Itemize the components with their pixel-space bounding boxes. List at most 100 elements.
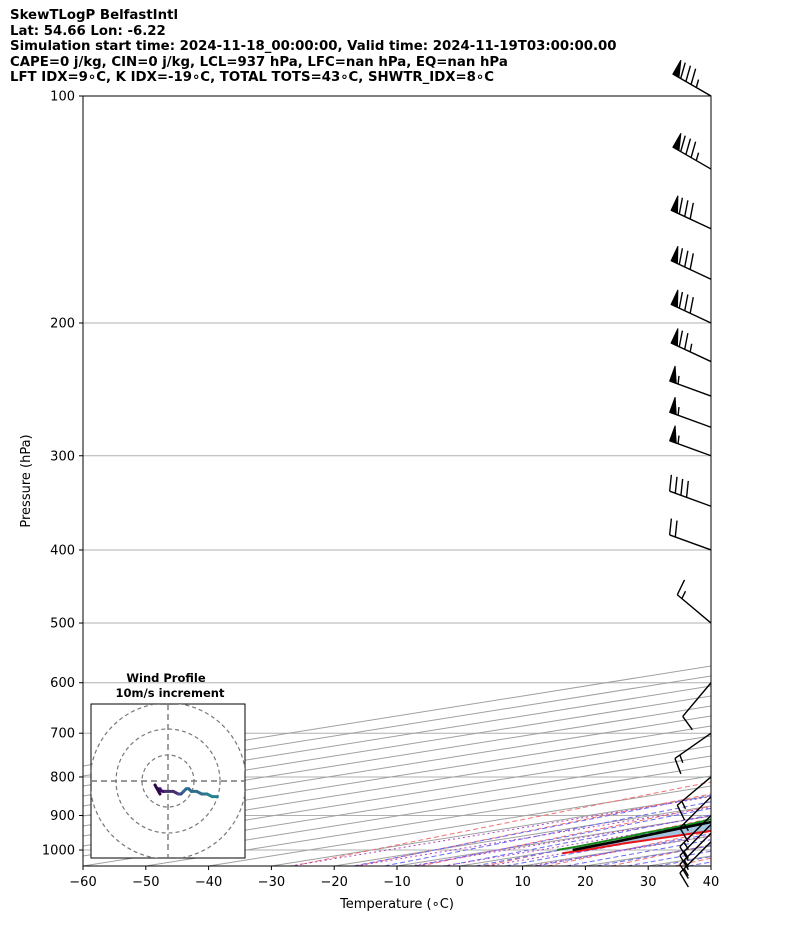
wind-barb — [670, 328, 712, 363]
isotherm-line — [710, 865, 711, 866]
dry-adiabat — [420, 805, 711, 866]
x-tick-label: −20 — [320, 875, 347, 890]
wind-barb-flag — [669, 425, 677, 444]
y-tick-label: 400 — [50, 543, 75, 558]
wind-barb-full — [678, 248, 684, 265]
wind-barb-full — [668, 518, 673, 535]
wind-barb — [670, 289, 712, 324]
wind-barb — [682, 682, 712, 731]
y-tick-label: 500 — [50, 617, 75, 632]
wind-barb-full — [676, 804, 686, 821]
isotherm-line — [271, 795, 711, 866]
x-tick-label: −30 — [258, 875, 285, 890]
wind-barb — [670, 195, 712, 230]
wind-barb — [669, 365, 712, 397]
location-line: Lat: 54.66 Lon: -6.22 — [10, 23, 166, 39]
dry-adiabat — [356, 793, 711, 866]
isotherm-grid — [83, 665, 711, 866]
isotherm-line — [83, 685, 711, 787]
wind-barb-shaft — [682, 682, 712, 717]
wind-barb-flag — [672, 59, 682, 79]
wind-barb-full — [685, 480, 689, 498]
x-tick-label: −50 — [132, 875, 159, 890]
wind-barb — [670, 245, 712, 280]
wind-barb-full — [674, 476, 678, 494]
wind-barb-full — [680, 135, 686, 152]
x-tick-label: 30 — [640, 875, 657, 890]
isotherm-line — [585, 845, 711, 866]
isotherm-line — [396, 815, 711, 866]
wind-barb-shaft — [679, 815, 712, 848]
moist-adiabats — [353, 794, 711, 866]
wind-barb-flag — [670, 289, 679, 309]
mixing-ratio-line — [355, 806, 711, 866]
wind-barb-full — [680, 62, 686, 79]
wind-barb-full — [685, 65, 692, 82]
y-tick-label: 100 — [50, 90, 75, 105]
wind-barb-shaft — [676, 594, 712, 624]
wind-barb-half — [695, 152, 700, 161]
wind-barb-flag — [670, 245, 679, 265]
moist-adiabat — [475, 820, 711, 866]
wind-barb-half — [683, 823, 689, 832]
dry-adiabat — [674, 857, 711, 866]
isotherm-line — [83, 705, 711, 807]
wind-barb — [672, 59, 712, 97]
isotherm-line — [334, 805, 711, 866]
wind-barb-full — [685, 138, 692, 155]
parcel-path-line — [572, 820, 711, 852]
wind-barb-full — [679, 855, 689, 871]
isotherm-line — [83, 725, 711, 827]
x-tick-label: −10 — [383, 875, 410, 890]
wind-barb-full — [684, 250, 689, 268]
wind-barb-full — [676, 579, 686, 596]
y-tick-label: 300 — [50, 449, 75, 464]
wind-barb-full — [668, 474, 673, 492]
isotherm-line — [83, 675, 711, 777]
y-tick-label: 800 — [50, 770, 75, 785]
wind-barb-full — [684, 294, 689, 311]
time-line: Simulation start time: 2024-11-18_00:00:… — [10, 39, 617, 55]
hodograph-subtitle: 10m/s increment — [116, 686, 225, 700]
wind-barb-full — [690, 141, 697, 158]
x-tick-label: −60 — [69, 875, 96, 890]
isotherm-line — [208, 785, 711, 866]
wind-barb — [674, 732, 712, 775]
x-tick-label: 40 — [703, 875, 720, 890]
wind-barb-full — [689, 296, 694, 314]
wind-barb-flag — [670, 328, 679, 347]
wind-barb-flag — [669, 365, 677, 385]
isotherm-line — [459, 825, 711, 866]
wind-barb-full — [679, 863, 689, 879]
wind-barb-shaft — [679, 823, 712, 857]
dry-adiabat — [611, 844, 711, 866]
wind-barb — [668, 474, 712, 507]
cape-line: CAPE=0 j/kg, CIN=0 j/kg, LCL=937 hPa, LF… — [10, 54, 508, 70]
wind-barb-half — [683, 868, 689, 877]
moist-adiabat — [505, 827, 711, 866]
index-line: LFT IDX=9∘C, K IDX=-19∘C, TOTAL TOTS=43∘… — [10, 70, 495, 86]
wind-barb-shaft — [669, 490, 712, 507]
wind-barb-shaft — [676, 776, 712, 806]
wind-barb — [676, 579, 712, 624]
mixing-ratio-lines — [290, 796, 711, 866]
wind-barb-full — [684, 200, 689, 217]
wind-barb — [668, 518, 712, 551]
wind-barb-half — [679, 754, 684, 763]
isotherm-line — [83, 715, 711, 817]
wind-barb — [669, 397, 712, 428]
y-tick-label: 700 — [50, 727, 75, 742]
y-axis-label: Pressure (hPa) — [19, 434, 34, 527]
wind-barb-shaft — [679, 796, 712, 829]
wind-barb-full — [684, 332, 689, 350]
moist-adiabat — [688, 861, 711, 866]
wind-barb-half — [677, 407, 680, 416]
dry-adiabat — [739, 96, 794, 866]
hodograph-title: Wind Profile — [126, 671, 206, 685]
y-tick-label: 600 — [50, 676, 75, 691]
moist-adiabat — [384, 801, 711, 866]
wind-barb — [672, 132, 712, 170]
x-axis-label: Temperature (∘C) — [339, 897, 454, 912]
